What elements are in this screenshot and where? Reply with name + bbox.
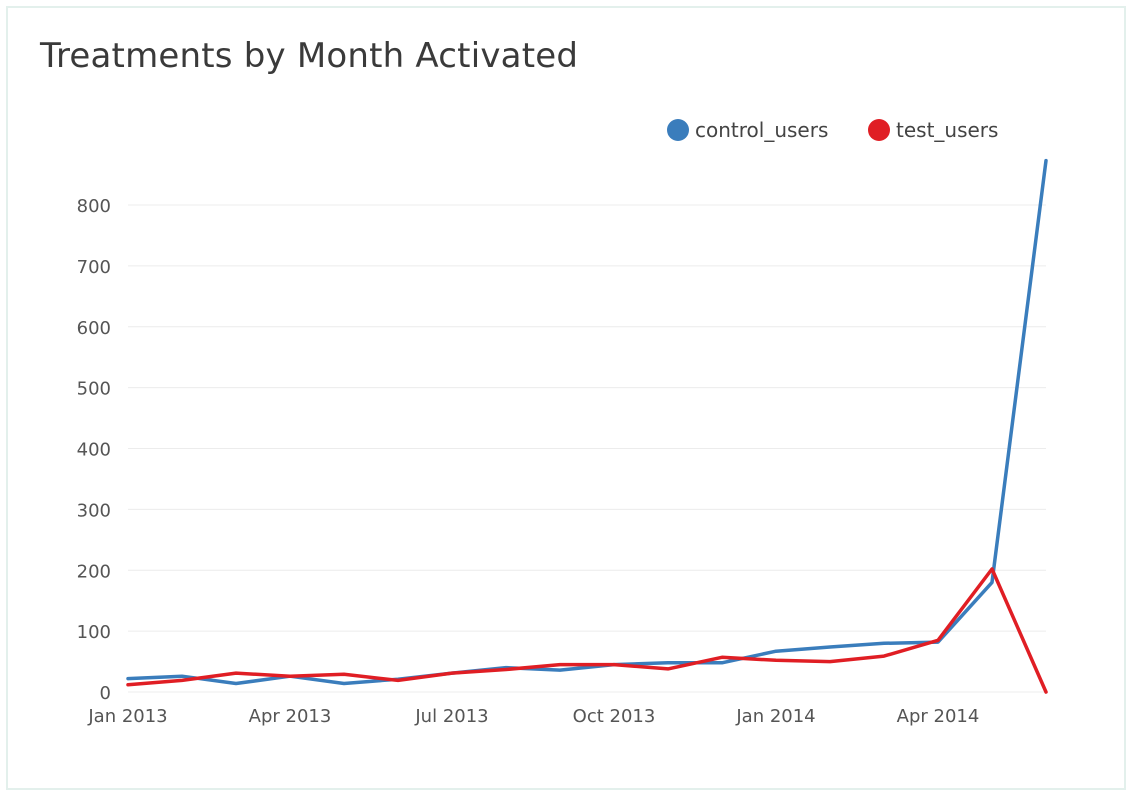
x-tick-label-2013-07: Jul 2013 bbox=[414, 706, 488, 727]
y-tick-label-500: 500 bbox=[77, 379, 111, 400]
x-tick-label-2014-01: Jan 2014 bbox=[735, 706, 815, 727]
y-tick-label-700: 700 bbox=[77, 257, 111, 278]
y-tick-label-300: 300 bbox=[77, 500, 111, 521]
legend-marker-control_users[interactable] bbox=[667, 119, 689, 141]
legend: control_users test_users bbox=[667, 118, 998, 142]
y-tick-label-600: 600 bbox=[77, 318, 111, 339]
x-tick-label-2014-04: Apr 2014 bbox=[897, 706, 980, 727]
series-line-control_users bbox=[126, 158, 1048, 686]
y-tick-label-200: 200 bbox=[77, 561, 111, 582]
legend-label-control_users[interactable]: control_users bbox=[695, 118, 828, 142]
chart-card bbox=[6, 6, 1126, 790]
chart-title: Treatments by Month Activated bbox=[40, 36, 579, 76]
y-tick-label-0: 0 bbox=[100, 683, 111, 704]
x-tick-label-2013-10: Oct 2013 bbox=[573, 706, 656, 727]
y-tick-label-400: 400 bbox=[77, 440, 111, 461]
x-tick-label-2013-04: Apr 2013 bbox=[249, 706, 332, 727]
series-line-test_users bbox=[126, 567, 1048, 694]
legend-marker-test_users[interactable] bbox=[868, 119, 890, 141]
x-axis-ticks: Jan 2013 Apr 2013 Jul 2013 Oct 2013 Jan 2014… bbox=[87, 706, 979, 727]
y-tick-label-800: 800 bbox=[77, 196, 111, 217]
y-tick-label-100: 100 bbox=[77, 622, 111, 643]
y-axis-ticks: 0 100 200 300 400 500 600 700 800 bbox=[77, 196, 111, 704]
legend-label-test_users[interactable]: test_users bbox=[896, 118, 998, 142]
x-tick-label-2013-01: Jan 2013 bbox=[87, 706, 167, 727]
grid-lines bbox=[128, 204, 1046, 693]
series-lines bbox=[126, 158, 1048, 694]
